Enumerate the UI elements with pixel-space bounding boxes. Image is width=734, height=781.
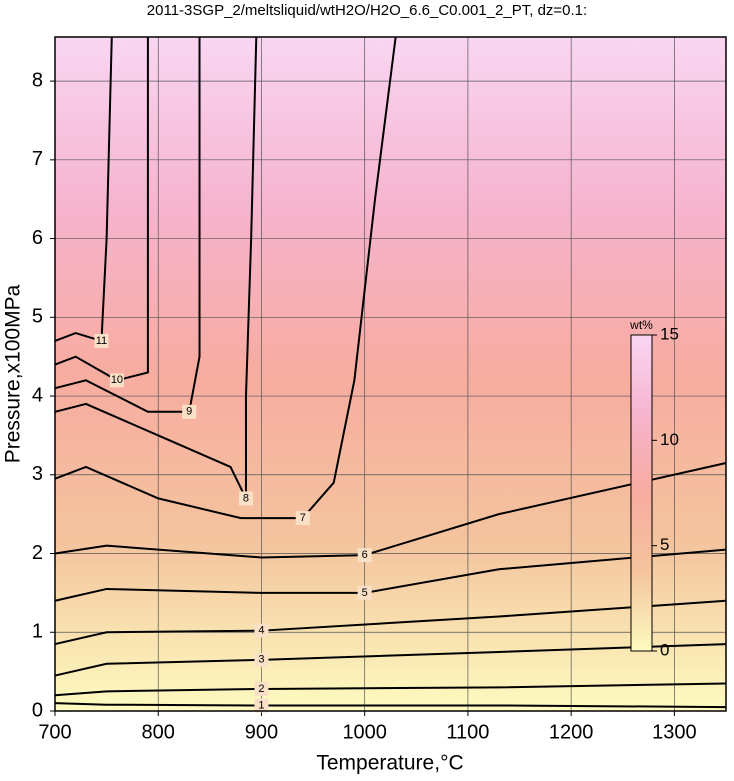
y-tick-label: 8 — [32, 69, 43, 91]
contour-label: 1 — [258, 699, 264, 711]
y-tick-label: 5 — [32, 306, 43, 328]
colorbar-tick-label: 15 — [660, 324, 679, 343]
x-tick-label: 800 — [142, 721, 175, 743]
y-tick-label: 4 — [32, 384, 43, 406]
colorbar-tick-label: 10 — [660, 430, 679, 449]
contour-label-bg — [109, 373, 124, 388]
y-tick-label: 1 — [32, 621, 43, 643]
contour-line — [54, 548, 727, 602]
y-tick-label: 7 — [32, 148, 43, 170]
contour-label: 6 — [362, 549, 368, 561]
contour-label-bg — [357, 585, 372, 600]
contour-label: 10 — [111, 374, 123, 386]
contour-line — [54, 36, 258, 499]
contour-label: 5 — [362, 587, 368, 599]
chart-title: 2011-3SGP_2/meltsliquid/wtH2O/H2O_6.6_C0… — [147, 2, 587, 19]
y-tick-label: 2 — [32, 542, 43, 564]
contour-label-bg — [182, 404, 197, 419]
contour-label-bg — [254, 681, 269, 696]
contour-label-bg — [94, 333, 109, 348]
contour-label-bg — [254, 652, 269, 667]
contour-label: 11 — [96, 335, 107, 347]
x-tick-label: 1000 — [342, 721, 387, 743]
x-tick-label: 1100 — [446, 721, 489, 743]
y-tick-label: 0 — [32, 699, 43, 721]
contour-label-bg — [254, 623, 269, 638]
colorbar — [630, 334, 653, 652]
x-tick-label: 700 — [38, 721, 71, 743]
contour-label: 4 — [258, 625, 264, 637]
x-axis-label: Temperature,°C — [316, 752, 463, 775]
x-tick-label: 1200 — [549, 721, 594, 743]
contour-label-bg — [238, 491, 253, 506]
y-tick-label: 3 — [32, 463, 43, 485]
contour-label-bg — [254, 698, 269, 713]
colorbar-label: wt% — [629, 318, 653, 332]
contour-label: 3 — [258, 654, 264, 666]
y-axis-label: Pressure,x100MPa — [2, 284, 25, 463]
contour-line — [54, 461, 727, 559]
x-tick-label: 900 — [245, 721, 278, 743]
contour-line — [54, 37, 201, 413]
colorbar-tick-label: 5 — [660, 535, 669, 554]
y-tick-label: 6 — [32, 227, 43, 249]
contour-label-bg — [295, 511, 310, 526]
contour-label: 8 — [243, 492, 249, 504]
contour-label-bg — [357, 548, 372, 563]
x-tick-label: 1300 — [652, 721, 697, 743]
contour-label: 7 — [300, 512, 306, 524]
plot-background — [55, 37, 726, 711]
contour-label: 9 — [186, 406, 192, 418]
colorbar-tick-label: 0 — [660, 640, 669, 659]
contour-label: 2 — [258, 683, 264, 695]
plot-frame — [54, 36, 727, 712]
